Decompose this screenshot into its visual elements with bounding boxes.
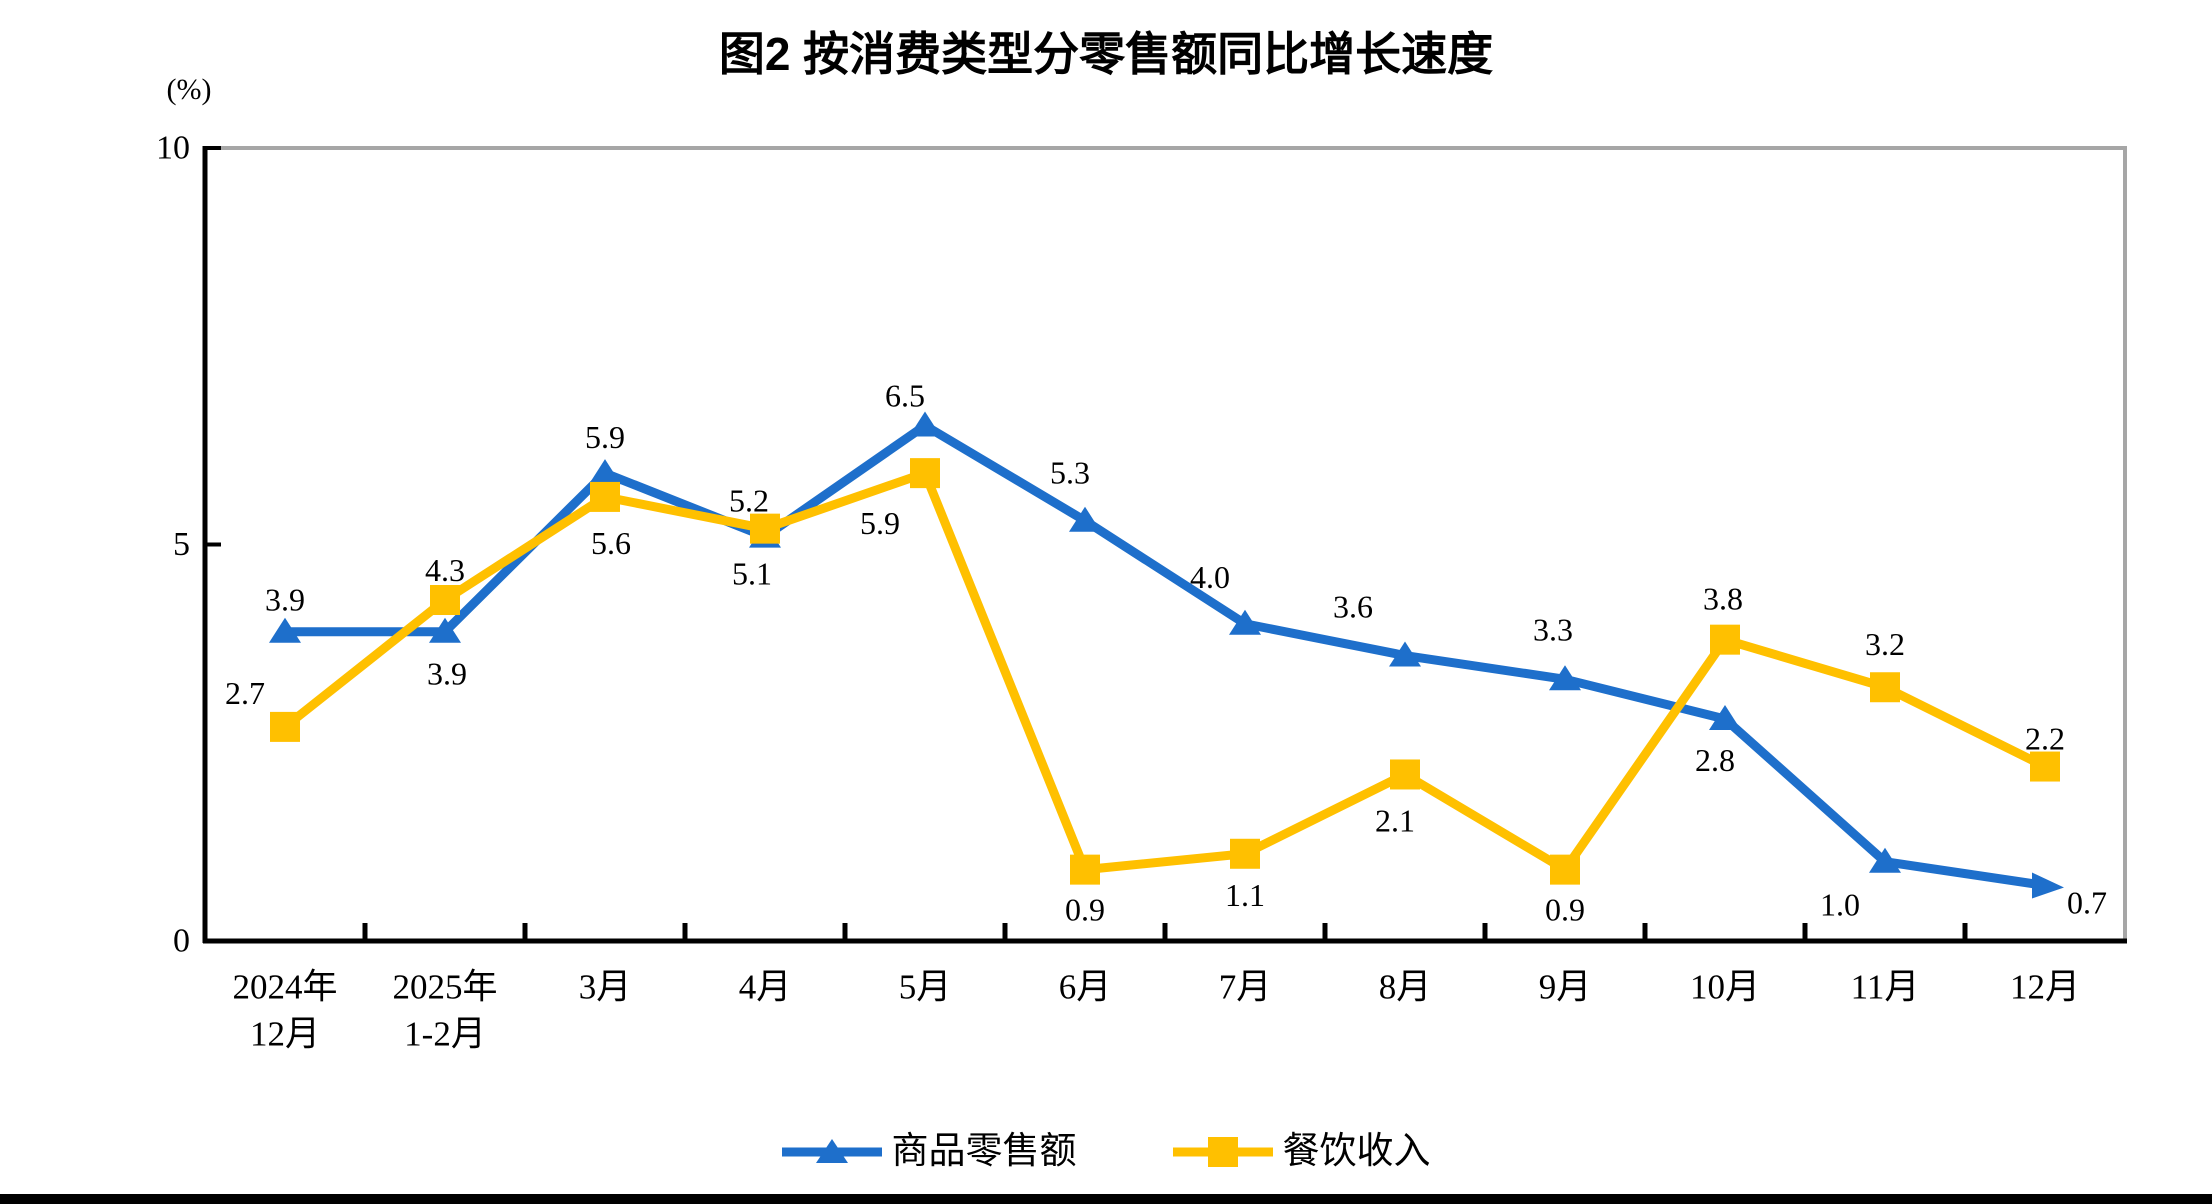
x-category-label: 10月 (1690, 968, 1760, 1007)
y-axis-unit-label: (%) (166, 73, 212, 106)
catering-revenue-data-label: 2.1 (1375, 802, 1415, 838)
catering-revenue-data-label: 3.8 (1703, 581, 1743, 617)
goods-retail-triangle-marker (1549, 665, 1581, 691)
goods-retail-data-label: 3.9 (265, 582, 305, 618)
chart-title: 图2 按消费类型分零售额同比增长速度 (718, 28, 1494, 80)
catering-revenue-data-label: 0.9 (1065, 892, 1105, 928)
x-category-label: 7月 (1219, 968, 1272, 1007)
x-category-label: 11月 (1851, 968, 1920, 1007)
goods-retail-data-label: 6.5 (885, 378, 925, 414)
legend-label-catering-revenue: 餐饮收入 (1282, 1131, 1431, 1172)
catering-revenue-line (282, 467, 2047, 876)
x-category-label: 1-2月 (404, 1015, 486, 1054)
catering-revenue-data-label: 5.9 (860, 505, 900, 541)
goods-retail-triangle-marker (1229, 609, 1261, 635)
y-axis-tick-label: 0 (173, 923, 190, 960)
x-category-label: 12月 (250, 1015, 320, 1054)
x-category-label: 4月 (739, 968, 792, 1007)
catering-revenue-square-marker (750, 513, 780, 544)
goods-retail-data-label: 3.9 (427, 656, 467, 692)
goods-retail-data-label: 4.0 (1190, 559, 1230, 595)
goods-retail-triangle-marker (589, 459, 621, 485)
goods-retail-data-label: 1.0 (1820, 887, 1860, 923)
chart-legend: 商品零售额 餐饮收入 (0, 1124, 2212, 1180)
x-category-label: 2024年 (232, 968, 337, 1007)
catering-revenue-square-marker (430, 585, 460, 616)
x-category-label: 5月 (899, 968, 952, 1007)
y-axis-tick-label: 5 (173, 526, 190, 563)
goods-retail-triangle-marker (1389, 641, 1421, 667)
goods-retail-legend-triangle-marker (781, 1139, 882, 1163)
x-category-label: 2025年 (392, 968, 497, 1007)
x-category-label: 6月 (1059, 968, 1112, 1007)
catering-revenue-square-marker (1390, 759, 1420, 790)
catering-revenue-data-label: 5.6 (591, 525, 631, 561)
goods-retail-triangle-marker (1709, 704, 1741, 730)
goods-retail-data-label: 5.1 (732, 556, 772, 592)
catering-revenue-square-marker (910, 458, 940, 489)
goods-retail-data-label: 2.8 (1695, 742, 1735, 778)
goods-retail-data-label: 5.3 (1050, 455, 1090, 491)
catering-revenue-square-marker (1230, 838, 1260, 869)
catering-revenue-data-label: 2.2 (2025, 721, 2065, 757)
catering-revenue-square-marker (270, 711, 300, 742)
catering-revenue-data-label: 5.2 (729, 483, 769, 519)
goods-retail-data-label: 3.3 (1533, 611, 1573, 647)
goods-retail-arrow-right-marker (2032, 872, 2064, 899)
catering-revenue-data-label: 2.7 (225, 675, 265, 711)
y-axis-tick-label: 10 (156, 130, 190, 167)
goods-retail-triangle-marker (429, 617, 461, 643)
goods-retail-data-label: 0.7 (2067, 884, 2107, 920)
catering-revenue-data-label: 0.9 (1545, 892, 1585, 928)
goods-retail-triangle-marker (1869, 847, 1901, 873)
bottom-border-bar (0, 1194, 2212, 1204)
catering-revenue-square-marker (2030, 751, 2060, 782)
catering-revenue-square-marker (1550, 854, 1580, 885)
x-category-label: 9月 (1539, 968, 1592, 1007)
goods-retail-triangle-marker (269, 617, 301, 643)
x-category-label: 3月 (579, 968, 632, 1007)
legend-item-catering-revenue: 餐饮收入 (1172, 1130, 1431, 1174)
catering-revenue-square-marker (1070, 854, 1100, 885)
catering-revenue-square-marker (1870, 672, 1900, 703)
legend-item-goods-retail: 商品零售额 (781, 1130, 1077, 1174)
goods-retail-data-label: 5.9 (585, 419, 625, 455)
goods-retail-data-label: 3.6 (1333, 589, 1373, 625)
catering-revenue-data-label: 4.3 (425, 552, 465, 588)
goods-retail-triangle-marker (1069, 506, 1101, 532)
legend-label-goods-retail: 商品零售额 (891, 1131, 1077, 1172)
goods-retail-triangle-marker (909, 411, 941, 437)
catering-revenue-square-marker (590, 481, 620, 512)
catering-revenue-legend-square-marker (1172, 1137, 1273, 1167)
goods-retail-line (285, 420, 2046, 890)
catering-revenue-square-marker (1710, 624, 1740, 655)
x-category-label: 8月 (1379, 968, 1432, 1007)
catering-revenue-data-label: 3.2 (1865, 626, 1905, 662)
x-category-label: 12月 (2010, 968, 2080, 1007)
catering-revenue-data-label: 1.1 (1225, 877, 1265, 913)
